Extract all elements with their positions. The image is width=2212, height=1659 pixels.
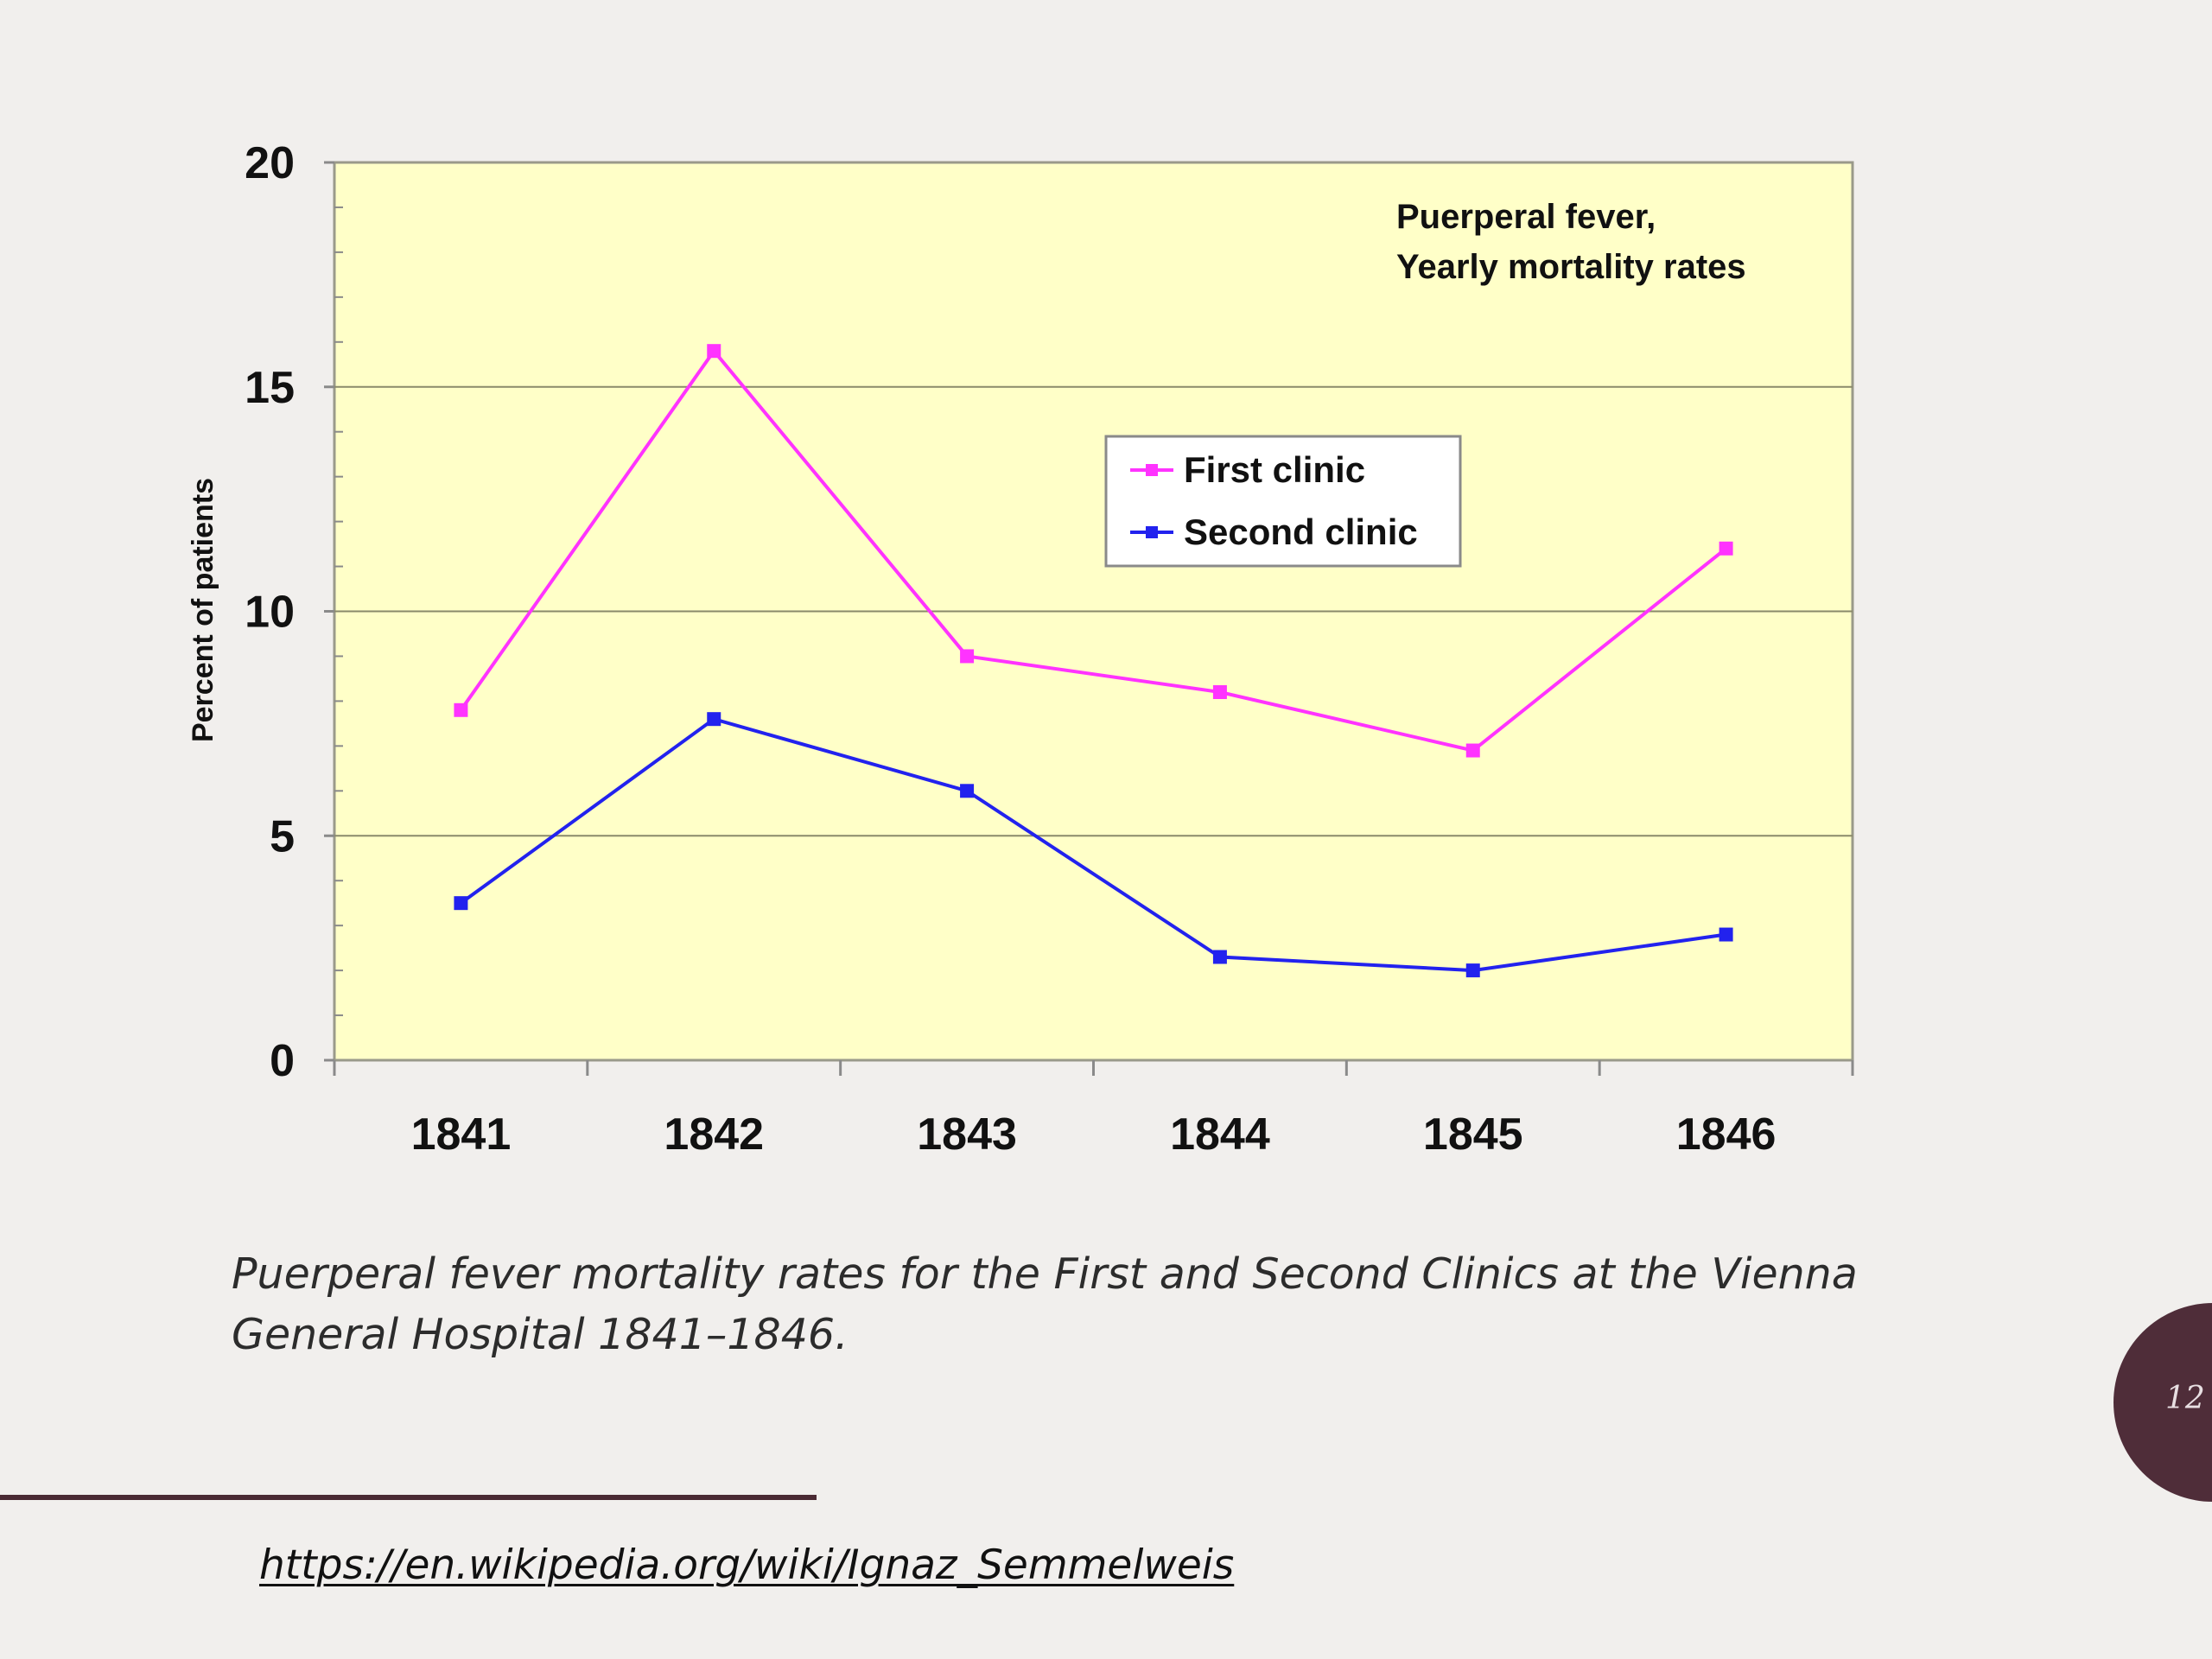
data-point-second-clinic [454, 896, 468, 911]
data-point-first-clinic [707, 344, 721, 359]
data-point-first-clinic [960, 649, 975, 664]
data-point-second-clinic [1719, 927, 1733, 942]
chart-subtitle: Yearly mortality rates [1396, 248, 1746, 286]
x-tick-label: 1842 [664, 1109, 764, 1160]
footer-divider [0, 1495, 817, 1500]
figure-caption: Puerperal fever mortality rates for the … [232, 1249, 1858, 1359]
y-axis-label: Percent of patients [187, 478, 219, 742]
x-tick-label: 1844 [1170, 1109, 1270, 1160]
series-line-first-clinic [459, 347, 1727, 753]
legend-box [1104, 435, 1462, 568]
legend-marker-second-clinic [1146, 526, 1158, 538]
chart-legend: First clinic Second clinic [1104, 435, 1462, 568]
data-point-second-clinic [1465, 963, 1480, 978]
page-number: 12 [2165, 1381, 2205, 1416]
series-line-second-clinic [460, 716, 1726, 973]
x-tick-label: 1846 [1676, 1109, 1777, 1160]
x-tick-label: 1845 [1423, 1109, 1523, 1160]
y-tick-label: 20 [245, 138, 295, 188]
x-tick-label: 1841 [411, 1109, 512, 1160]
data-point-first-clinic [1212, 685, 1227, 700]
data-point-second-clinic [1212, 950, 1227, 964]
data-point-first-clinic [454, 702, 468, 717]
y-tick-label: 15 [245, 363, 295, 413]
legend-marker-first-clinic [1146, 464, 1158, 476]
data-point-first-clinic [1719, 541, 1733, 556]
legend-label-first-clinic: First clinic [1184, 449, 1365, 490]
legend-label-second-clinic: Second clinic [1184, 512, 1418, 552]
y-tick-label: 0 [270, 1036, 295, 1086]
x-tick-label: 1843 [917, 1109, 1017, 1160]
data-point-first-clinic [1465, 743, 1480, 758]
mortality-chart: 0 5 10 15 20 1841 1842 1843 1844 1845 1846 Puerper… [187, 138, 1854, 1160]
data-point-second-clinic [960, 784, 975, 798]
data-point-second-clinic [707, 712, 721, 727]
y-tick-label: 10 [245, 588, 295, 638]
chart-title: Puerperal fever, [1396, 198, 1656, 236]
source-link[interactable]: https://en.wikipedia.org/wiki/Ignaz_Semm… [259, 1541, 1235, 1589]
y-tick-label: 5 [270, 811, 295, 861]
